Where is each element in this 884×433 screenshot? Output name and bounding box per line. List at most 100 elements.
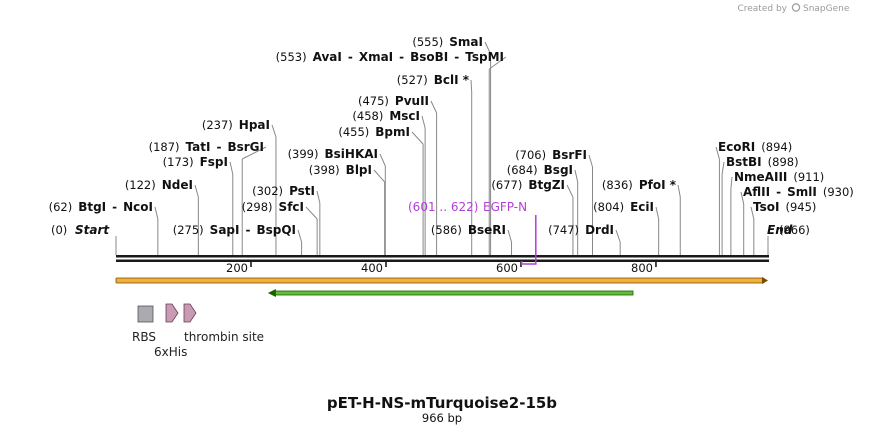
enzyme-name: TatI xyxy=(186,140,211,154)
enzyme-name: BstBI xyxy=(726,155,762,169)
position-text: (836) xyxy=(602,178,633,192)
enzyme-label-btgzi[interactable]: (677) BtgZI xyxy=(491,178,565,192)
enzyme-label-ndei[interactable]: (122) NdeI xyxy=(125,178,193,192)
feature-green-arrow[interactable] xyxy=(267,289,634,297)
enzyme-label-ecori[interactable]: EcoRI (894) xyxy=(718,140,792,154)
snapgene-logo-icon xyxy=(791,3,801,12)
position-text: (553) xyxy=(276,50,307,64)
label-connector xyxy=(411,131,424,145)
label-connector xyxy=(488,56,507,70)
enzyme-label-bpmi[interactable]: (455) BpmI xyxy=(338,125,410,139)
primer-name: EGFP-N xyxy=(483,200,527,214)
backbone[interactable] xyxy=(116,255,769,262)
enzyme-label-fspi[interactable]: (173) FspI xyxy=(163,155,228,169)
orange-arrowhead xyxy=(762,277,768,284)
rbs-label: RBS xyxy=(132,330,156,344)
position-text: (911) xyxy=(793,170,824,184)
enzyme-name: BspQI xyxy=(256,223,296,237)
end-position: (966) xyxy=(779,223,810,237)
feature-thrombin-site[interactable]: thrombin site xyxy=(183,303,264,344)
enzyme-name: XmaI xyxy=(359,50,393,64)
enzyme-label-sfci[interactable]: (298) SfcI xyxy=(242,200,304,214)
feature-rbs[interactable]: RBS xyxy=(132,305,156,344)
label-connector xyxy=(194,184,199,198)
map-length: 966 bp xyxy=(422,411,462,425)
enzyme-label-blpi[interactable]: (398) BlpI xyxy=(309,163,372,177)
enzyme-name: SmlI xyxy=(787,185,817,199)
enzyme-name: AflII xyxy=(743,185,770,199)
enzyme-name: BclI * xyxy=(434,73,470,87)
label-connector xyxy=(305,206,318,220)
separator: - xyxy=(348,50,353,64)
separator: - xyxy=(399,50,404,64)
enzyme-label-bseri[interactable]: (586) BseRI xyxy=(431,223,506,237)
ruler-tick-label: 200 xyxy=(226,261,248,275)
enzyme-label-bcli[interactable]: (527) BclI * xyxy=(397,73,470,87)
enzyme-labels: (62) BtgI - NcoI (122) NdeI (173) FspI(187) TatI… xyxy=(49,35,854,237)
label-connector xyxy=(430,100,438,114)
enzyme-name: PfoI * xyxy=(639,178,677,192)
enzyme-label-tsoi[interactable]: TsoI (945) xyxy=(753,200,816,214)
enzyme-label-sapi[interactable]: (275) SapI - BspQI xyxy=(173,223,296,237)
position-text: (684) xyxy=(507,163,538,177)
ruler-tick-label: 800 xyxy=(631,261,653,275)
enzyme-label-pfoi[interactable]: (836) PfoI * xyxy=(602,178,677,192)
enzyme-name: TspMI xyxy=(465,50,504,64)
enzyme-label-bsrfi[interactable]: (706) BsrFI xyxy=(515,148,587,162)
credit-brand: SnapGene xyxy=(803,4,850,14)
label-connector xyxy=(316,190,321,204)
start-position: (0) xyxy=(51,223,67,237)
enzyme-label-psti[interactable]: (302) PstI xyxy=(252,184,315,198)
snapgene-credit[interactable]: Created by SnapGene xyxy=(737,3,850,14)
enzyme-name: TsoI xyxy=(753,200,779,214)
position-text: (527) xyxy=(397,73,428,87)
label-connector xyxy=(721,161,725,175)
position-text: (706) xyxy=(515,148,546,162)
label-connector xyxy=(655,206,660,220)
enzyme-label-btgi[interactable]: (62) BtgI - NcoI xyxy=(49,200,153,214)
enzyme-label-ecii[interactable]: (804) EciI xyxy=(593,200,654,214)
position-text: (458) xyxy=(352,109,383,123)
enzyme-label-bsihkai[interactable]: (399) BsiHKAI xyxy=(288,147,378,161)
enzyme-label-msci[interactable]: (458) MscI xyxy=(352,109,420,123)
enzyme-label-drdi[interactable]: (747) DrdI xyxy=(548,223,614,237)
primer-marker xyxy=(520,215,537,265)
enzyme-label-smai[interactable]: (555) SmaI xyxy=(412,35,483,49)
position-text: (399) xyxy=(288,147,319,161)
position-text: (455) xyxy=(338,125,369,139)
enzyme-label-hpai[interactable]: (237) HpaI xyxy=(202,118,270,132)
thrombin-label: thrombin site xyxy=(184,330,264,344)
enzyme-label-bsgi[interactable]: (684) BsgI xyxy=(507,163,573,177)
label-connector xyxy=(507,229,512,243)
enzyme-label-pvuii[interactable]: (475) PvuII xyxy=(358,94,429,108)
enzyme-label-bstbi[interactable]: BstBI (898) xyxy=(726,155,799,169)
orange-feature-bar xyxy=(115,277,765,284)
his-tag-arrow-icon xyxy=(165,303,179,323)
enzyme-name: NmeAIII xyxy=(734,170,787,184)
position-text: (122) xyxy=(125,178,156,192)
enzyme-name: EciI xyxy=(630,200,654,214)
label-connector xyxy=(574,169,579,183)
enzyme-label-nmeaiii[interactable]: NmeAIII (911) xyxy=(734,170,824,184)
end-label: End xyxy=(767,223,793,237)
position-text: (894) xyxy=(761,140,792,154)
label-connector xyxy=(241,146,267,160)
feature-6xhis[interactable]: 6xHis xyxy=(154,303,187,359)
enzyme-name: FspI xyxy=(200,155,228,169)
position-text: (62) xyxy=(49,200,73,214)
enzyme-name: MscI xyxy=(389,109,420,123)
enzyme-label-aflii[interactable]: AflII - SmlI (930) xyxy=(743,185,854,199)
enzyme-label-avai[interactable]: (553) AvaI - XmaI - BsoBI - TspMI xyxy=(276,50,504,64)
primer-range: (601 .. 622) xyxy=(408,200,478,214)
primer-egfp-n[interactable]: (601 .. 622) EGFP-N xyxy=(408,200,537,265)
enzyme-name: BtgZI xyxy=(528,178,565,192)
position-text: (586) xyxy=(431,223,462,237)
label-connector xyxy=(379,153,386,167)
label-connector xyxy=(715,146,720,160)
feature-orange-bar[interactable] xyxy=(115,277,768,284)
enzyme-name: EcoRI xyxy=(718,140,755,154)
map-title: pET-H-NS-mTurquoise2-15b xyxy=(327,394,557,412)
enzyme-label-tati[interactable]: (187) TatI - BsrGI xyxy=(149,140,264,154)
position-text: (187) xyxy=(149,140,180,154)
